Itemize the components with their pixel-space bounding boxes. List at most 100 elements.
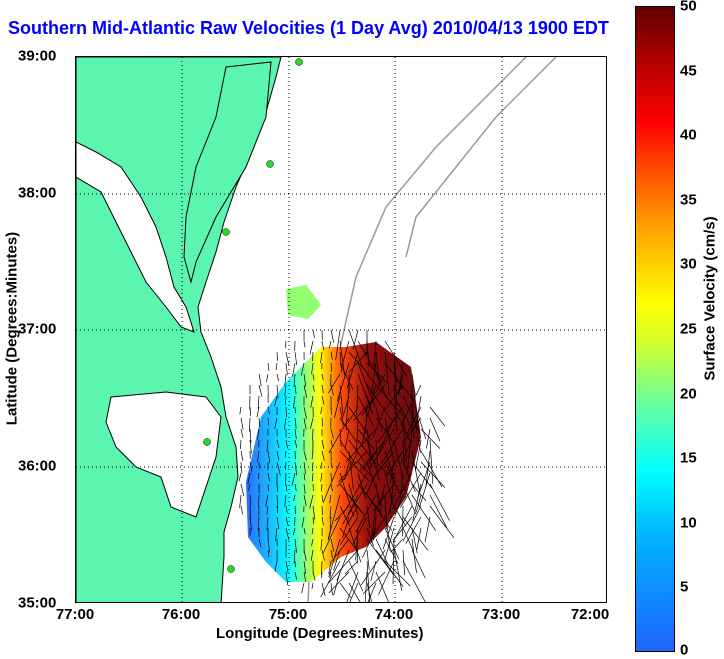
station-marker — [266, 160, 274, 168]
velocity-arrow — [249, 428, 252, 443]
velocity-arrow — [398, 373, 404, 395]
velocity-arrow — [240, 428, 244, 438]
velocity-arrow — [402, 560, 426, 602]
velocity-arrow — [366, 384, 393, 423]
velocity-arrow — [333, 549, 341, 571]
velocity-arrow — [312, 483, 314, 491]
velocity-arrow — [240, 505, 243, 515]
velocity-arrow — [420, 428, 441, 449]
velocity-arrow — [249, 439, 252, 454]
velocity-arrow — [375, 538, 389, 565]
velocity-arrow — [328, 571, 350, 594]
velocity-arrow — [294, 461, 298, 476]
colorbar — [635, 6, 675, 652]
x-tick: 74:00 — [374, 606, 414, 623]
velocity-arrow — [384, 461, 401, 494]
velocity-arrow — [320, 406, 323, 414]
velocity-arrow — [284, 494, 287, 507]
velocity-arrow — [411, 527, 418, 554]
velocity-arrow — [426, 428, 431, 449]
velocity-arrow — [303, 527, 306, 535]
velocity-arrow — [362, 527, 377, 558]
colorbar-tick: 15 — [680, 449, 697, 467]
colorbar-tick: 5 — [680, 578, 689, 596]
velocity-arrow — [415, 494, 422, 513]
velocity-arrow — [348, 450, 354, 490]
velocity-arrow — [294, 406, 296, 414]
velocity-arrow — [285, 560, 289, 573]
velocity-arrow — [300, 362, 305, 376]
velocity-arrow — [321, 571, 323, 579]
velocity-arrow — [424, 516, 431, 543]
x-tick: 73:00 — [481, 606, 521, 623]
velocity-arrow — [357, 373, 370, 405]
map-plot-area[interactable] — [75, 56, 607, 603]
colorbar-label: Surface Velocity (cm/s) — [701, 216, 719, 381]
velocity-arrow — [370, 516, 386, 541]
velocity-arrow — [362, 571, 386, 595]
station-marker — [295, 58, 303, 66]
velocity-arrow — [239, 406, 242, 415]
velocity-arrow — [285, 362, 288, 376]
velocity-arrow — [330, 461, 333, 469]
velocity-arrow — [312, 571, 316, 581]
velocity-arrow — [276, 373, 280, 382]
velocity-arrow — [267, 472, 270, 482]
velocity-arrow — [276, 494, 279, 508]
velocity-arrow — [356, 417, 359, 452]
velocity-arrow — [303, 560, 306, 574]
velocity-arrow — [406, 428, 413, 475]
velocity-arrow — [384, 527, 395, 562]
velocity-arrow — [348, 351, 368, 373]
velocity-arrow — [330, 483, 333, 492]
velocity-field — [246, 342, 421, 582]
velocity-arrow — [267, 538, 270, 553]
velocity-arrow — [320, 483, 323, 492]
velocity-arrow — [367, 582, 377, 602]
velocity-arrow — [330, 329, 335, 343]
velocity-arrow — [312, 505, 316, 520]
velocity-arrow — [416, 527, 422, 550]
velocity-arrow — [429, 406, 446, 427]
velocity-arrow — [393, 384, 398, 432]
velocity-arrow — [303, 450, 307, 461]
velocity-arrow — [348, 439, 366, 463]
velocity-arrow — [330, 538, 335, 552]
velocity-arrow — [283, 417, 287, 430]
delmarva — [183, 61, 272, 284]
velocity-arrow — [429, 417, 441, 442]
x-tick: 77:00 — [55, 606, 95, 623]
velocity-arrow — [411, 450, 421, 493]
velocity-arrow — [335, 329, 341, 361]
velocity-arrow — [368, 428, 395, 471]
y-tick: 37:00 — [18, 320, 57, 338]
velocity-arrow — [285, 483, 288, 492]
velocity-arrow — [366, 373, 386, 397]
velocity-arrow — [285, 505, 288, 514]
velocity-arrow — [381, 428, 404, 464]
velocity-arrow — [393, 395, 413, 430]
map-title: Southern Mid-Atlantic Raw Velocities (1 … — [8, 18, 609, 38]
velocity-arrow — [374, 373, 386, 394]
velocity-arrow — [285, 571, 289, 586]
velocity-arrow — [303, 483, 306, 494]
velocity-arrow — [406, 406, 422, 435]
velocity-arrow — [321, 384, 324, 394]
velocity-arrow — [249, 494, 252, 507]
velocity-arrow — [393, 439, 404, 480]
velocity-arrow — [285, 472, 287, 486]
velocity-arrow — [320, 472, 323, 482]
velocity-arrow — [330, 549, 333, 558]
velocity-arrow — [384, 351, 390, 395]
velocity-arrow — [375, 373, 388, 399]
velocity-arrow — [329, 571, 332, 579]
velocity-arrow — [384, 527, 400, 560]
velocity-arrow — [336, 472, 350, 487]
velocity-arrow — [370, 560, 377, 581]
chesapeake-bay — [76, 141, 195, 333]
velocity-arrow — [338, 450, 368, 483]
velocity-arrow — [328, 560, 332, 574]
velocity-arrow — [392, 472, 413, 509]
velocity-arrow — [366, 582, 373, 602]
velocity-arrow — [420, 461, 446, 488]
